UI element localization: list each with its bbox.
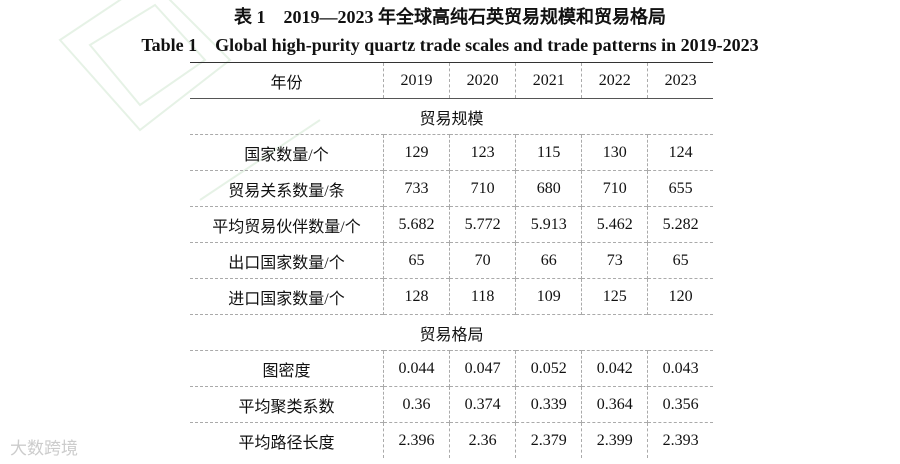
row-label: 图密度 <box>190 350 384 387</box>
cell: 680 <box>515 170 582 207</box>
data-row: 进口国家数量/个 128 118 109 125 120 <box>190 278 713 315</box>
title-english: Table 1 Global high-purity quartz trade … <box>141 35 759 55</box>
cell: 0.356 <box>647 386 713 423</box>
title-chinese: 表 1 2019—2023 年全球高纯石英贸易规模和贸易格局 <box>234 7 666 27</box>
cell: 0.042 <box>581 350 648 387</box>
row-label: 进口国家数量/个 <box>190 278 384 315</box>
cell: 0.047 <box>449 350 516 387</box>
data-row: 平均聚类系数 0.36 0.374 0.339 0.364 0.356 <box>190 386 713 423</box>
cell: 710 <box>449 170 516 207</box>
cell: 5.682 <box>382 206 450 243</box>
cell: 2.399 <box>581 422 648 458</box>
header-cell: 2022 <box>581 62 648 99</box>
cell: 5.913 <box>515 206 582 243</box>
section-row: 贸易格局 <box>190 314 713 351</box>
cell: 129 <box>382 134 450 171</box>
header-cell: 2023 <box>647 62 713 99</box>
cell: 0.364 <box>581 386 648 423</box>
cell: 655 <box>647 170 713 207</box>
row-label: 出口国家数量/个 <box>190 242 384 279</box>
data-table: 年份 2019 2020 2021 2022 2023 贸易规模 国家数量/个 129 123 11… <box>190 62 713 458</box>
cell: 2.393 <box>647 422 713 458</box>
section-title: 贸易规模 <box>190 98 713 135</box>
cell: 118 <box>449 278 516 315</box>
cell: 5.772 <box>449 206 516 243</box>
cell: 123 <box>449 134 516 171</box>
cell: 5.282 <box>647 206 713 243</box>
row-label: 平均聚类系数 <box>190 386 384 423</box>
data-row: 平均贸易伙伴数量/个 5.682 5.772 5.913 5.462 5.282 <box>190 206 713 243</box>
cell: 0.043 <box>647 350 713 387</box>
cell: 2.36 <box>449 422 516 458</box>
row-label: 贸易关系数量/条 <box>190 170 384 207</box>
cell: 125 <box>581 278 648 315</box>
row-label: 平均贸易伙伴数量/个 <box>190 206 384 243</box>
cell: 0.339 <box>515 386 582 423</box>
cell: 0.044 <box>382 350 450 387</box>
cell: 710 <box>581 170 648 207</box>
cell: 2.396 <box>382 422 450 458</box>
cell: 124 <box>647 134 713 171</box>
cell: 65 <box>647 242 713 279</box>
cell: 2.379 <box>515 422 582 458</box>
header-cell: 2019 <box>382 62 450 99</box>
cell: 128 <box>382 278 450 315</box>
data-row: 图密度 0.044 0.047 0.052 0.042 0.043 <box>190 350 713 387</box>
header-cell: 年份 <box>190 62 384 99</box>
cell: 73 <box>581 242 648 279</box>
cell: 0.374 <box>449 386 516 423</box>
cell: 5.462 <box>581 206 648 243</box>
data-row: 贸易关系数量/条 733 710 680 710 655 <box>190 170 713 207</box>
data-row: 国家数量/个 129 123 115 130 124 <box>190 134 713 171</box>
cell: 120 <box>647 278 713 315</box>
section-title: 贸易格局 <box>190 314 713 351</box>
cell: 66 <box>515 242 582 279</box>
data-row: 出口国家数量/个 65 70 66 73 65 <box>190 242 713 279</box>
header-row: 年份 2019 2020 2021 2022 2023 <box>190 62 713 99</box>
cell: 130 <box>581 134 648 171</box>
row-label: 国家数量/个 <box>190 134 384 171</box>
cell: 0.052 <box>515 350 582 387</box>
cell: 109 <box>515 278 582 315</box>
header-cell: 2021 <box>515 62 582 99</box>
data-row: 平均路径长度 2.396 2.36 2.379 2.399 2.393 <box>190 422 713 458</box>
section-row: 贸易规模 <box>190 98 713 135</box>
cell: 733 <box>382 170 450 207</box>
cell: 115 <box>515 134 582 171</box>
cell: 70 <box>449 242 516 279</box>
cell: 65 <box>382 242 450 279</box>
header-cell: 2020 <box>449 62 516 99</box>
cell: 0.36 <box>382 386 450 423</box>
watermark: 大数跨境 <box>10 439 78 459</box>
row-label: 平均路径长度 <box>190 422 384 458</box>
